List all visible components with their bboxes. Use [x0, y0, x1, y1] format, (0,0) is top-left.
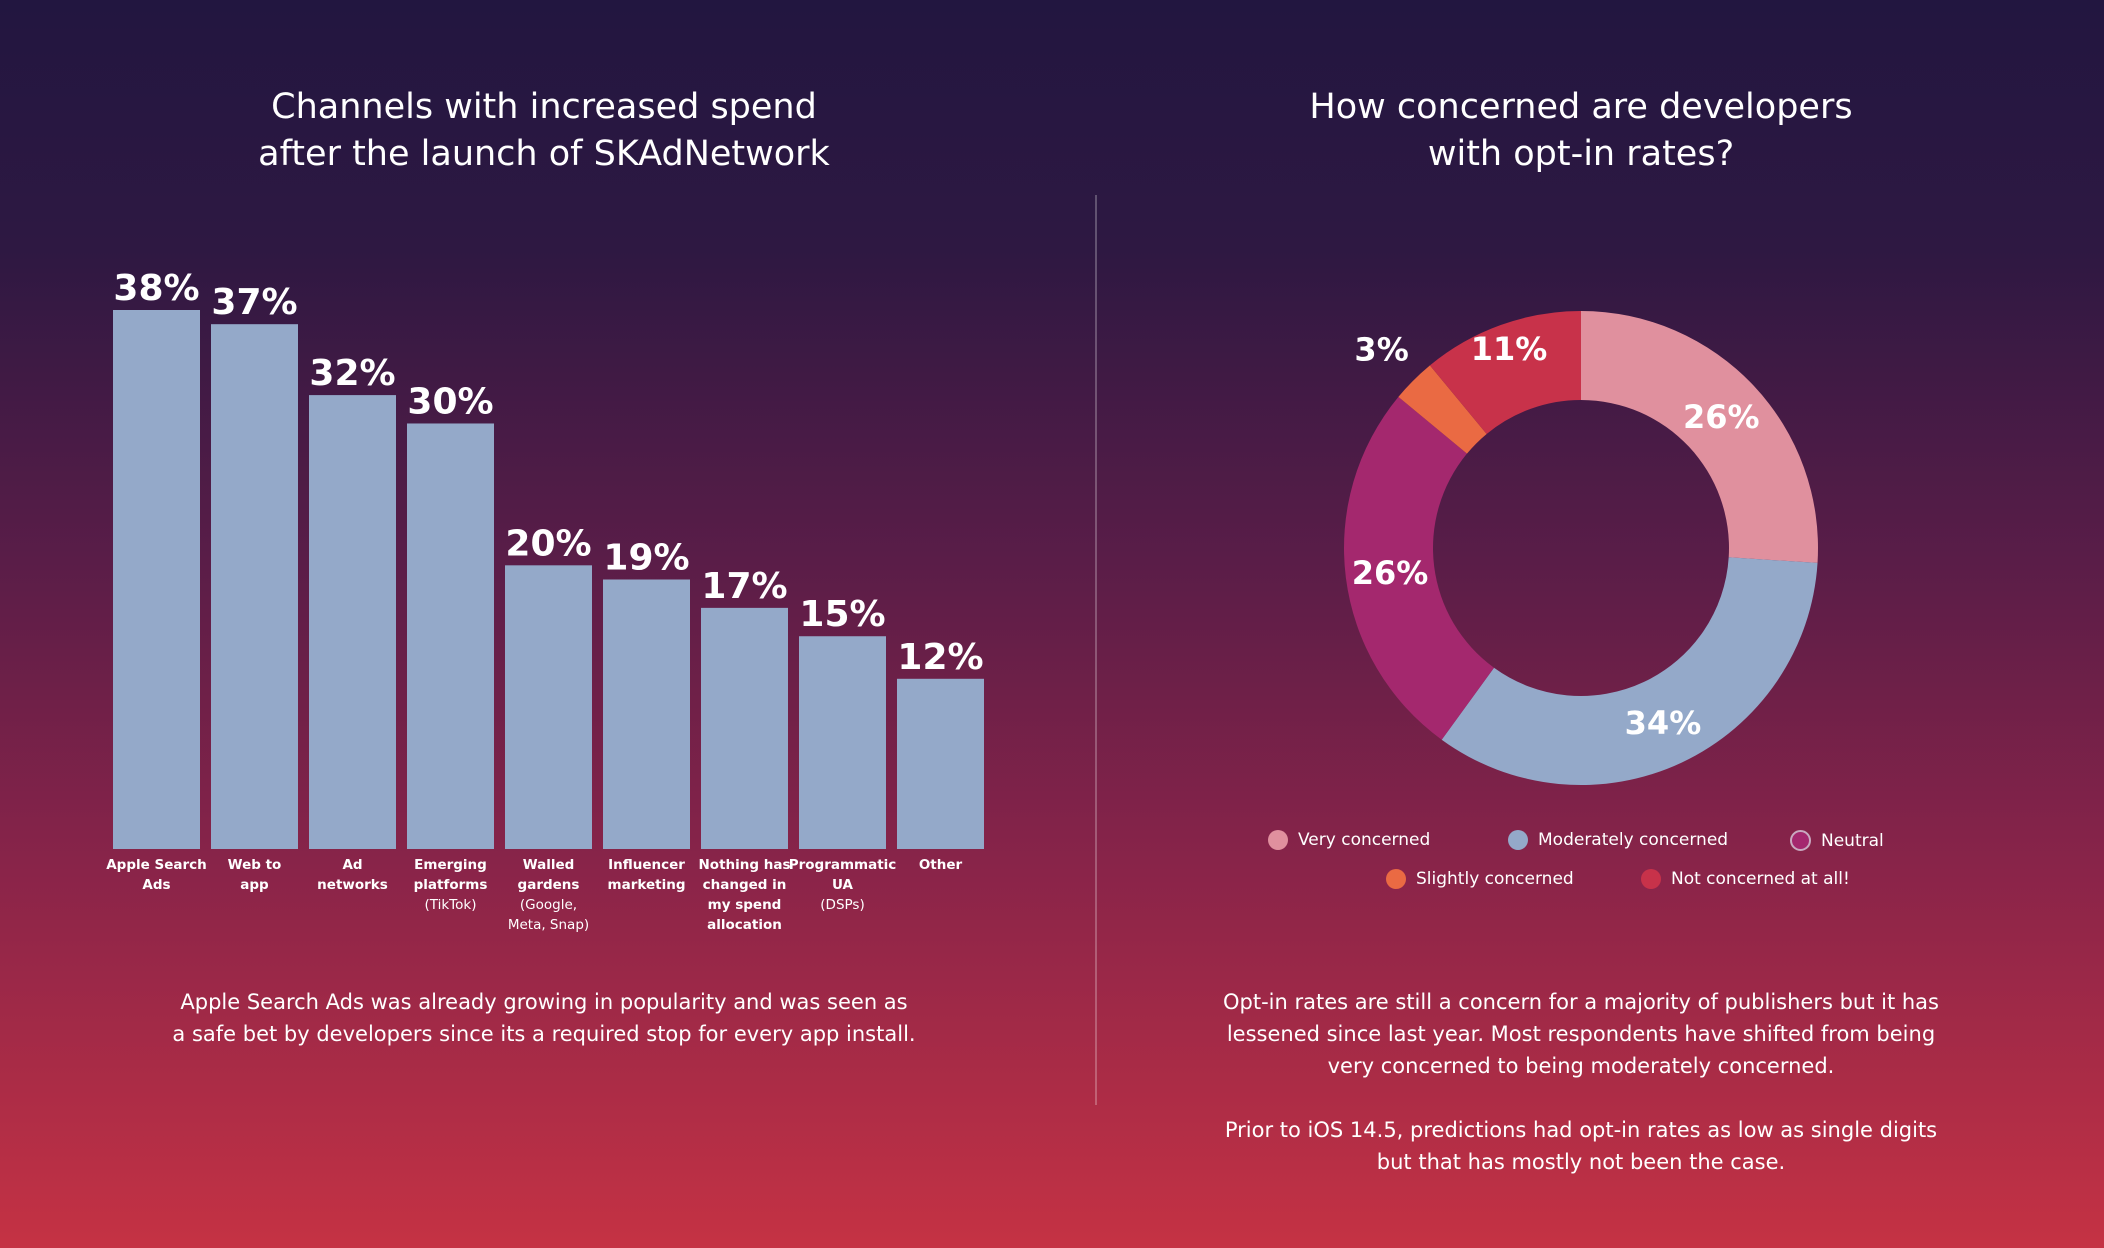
bar-category-label: marketing — [608, 877, 686, 893]
donut-slice — [1398, 365, 1487, 454]
bar-value-label: 32% — [309, 353, 395, 394]
bar-category-label: changed in — [703, 877, 787, 893]
divider — [1095, 195, 1097, 1105]
bar-category-label: Ad — [342, 857, 362, 873]
bar-category-label: Influencer — [608, 857, 685, 873]
caption-line: Prior to iOS 14.5, predictions had opt-i… — [1224, 1118, 1938, 1142]
bar — [701, 607, 788, 849]
caption-line: a safe bet by developers since its a req… — [172, 1022, 916, 1046]
left-caption: Apple Search Ads was already growing in … — [94, 986, 994, 1050]
legend-item: Moderately concerned — [1508, 830, 1728, 850]
donut-slice-label: 34% — [1625, 704, 1702, 742]
bar-category-label: gardens — [518, 877, 580, 893]
bar-category-label: allocation — [707, 917, 782, 933]
legend-swatch-icon — [1508, 830, 1528, 850]
right-caption: Opt-in rates are still a concern for a m… — [1131, 986, 2031, 1178]
caption-line: Opt-in rates are still a concern for a m… — [1222, 990, 1939, 1014]
donut-slice-label: 3% — [1354, 331, 1408, 369]
bar-category-sublabel: (TikTok) — [425, 897, 477, 913]
donut-slice-label: 26% — [1683, 398, 1760, 436]
bar-category-label: Apple Search — [106, 857, 207, 873]
bar-title-line: after the launch of SKAdNetwork — [258, 134, 830, 174]
bar-category-sublabel: (DSPs) — [820, 897, 864, 913]
legend-swatch-icon — [1641, 869, 1661, 889]
donut-title-line: How concerned are developers — [1309, 87, 1853, 127]
bar-category-label: UA — [832, 877, 854, 893]
legend-label: Neutral — [1821, 830, 1884, 851]
bar-value-label: 12% — [897, 637, 983, 678]
donut-slice — [1344, 396, 1495, 740]
bar-category-label: platforms — [414, 877, 488, 893]
bar — [309, 395, 396, 849]
caption-line: Apple Search Ads was already growing in … — [180, 990, 908, 1014]
bar — [211, 324, 298, 849]
legend-label: Very concerned — [1298, 830, 1431, 850]
donut-chart-title: How concerned are developers with opt-in… — [1131, 84, 2031, 178]
caption-line: lessened since last year. Most responden… — [1226, 1022, 1936, 1046]
caption-line: very concerned to being moderately conce… — [1327, 1054, 1835, 1078]
bar — [407, 423, 494, 849]
bar-value-label: 15% — [799, 594, 885, 635]
donut-slice — [1429, 311, 1581, 434]
legend-swatch-icon — [1386, 869, 1406, 889]
bar-category-label: Nothing has — [699, 857, 791, 873]
bar-category-label: Web to — [228, 857, 282, 873]
legend-item: Neutral — [1790, 830, 1884, 851]
legend-swatch-icon — [1268, 830, 1288, 850]
legend-label: Slightly concerned — [1416, 869, 1574, 889]
bar — [603, 579, 690, 849]
bar-category-sublabel: Meta, Snap) — [508, 917, 589, 933]
bar-category-label: Programmatic — [789, 857, 897, 873]
bar — [897, 678, 984, 849]
bar-category-label: Other — [919, 857, 963, 873]
donut-slice-label: 26% — [1352, 554, 1429, 592]
legend-label: Moderately concerned — [1538, 830, 1729, 850]
bar — [505, 565, 592, 849]
legend-item: Slightly concerned — [1386, 869, 1574, 889]
legend-item: Very concerned — [1268, 830, 1430, 850]
bar — [799, 636, 886, 849]
bar-value-label: 17% — [701, 566, 787, 607]
bar-value-label: 20% — [505, 523, 591, 564]
donut-slice — [1581, 311, 1819, 563]
caption-line: but that has mostly not been the case. — [1376, 1150, 1786, 1174]
bar-title-line: Channels with increased spend — [271, 87, 817, 127]
bar — [113, 310, 200, 849]
bar-chart-title: Channels with increased spend after the … — [94, 84, 994, 178]
bar-category-label: my spend — [708, 897, 782, 913]
donut-slice — [1441, 557, 1818, 785]
bar-value-label: 37% — [211, 282, 297, 323]
bar-category-sublabel: (Google, — [520, 897, 577, 913]
donut-title-line: with opt-in rates? — [1427, 134, 1735, 174]
bar-category-label: Emerging — [414, 857, 487, 873]
bar-category-label: Walled — [523, 857, 575, 873]
bar-category-label: Ads — [142, 877, 170, 893]
legend-item: Not concerned at all! — [1641, 869, 1850, 889]
donut-slice-label: 11% — [1471, 330, 1548, 368]
legend-swatch-icon — [1790, 830, 1811, 851]
bar-value-label: 19% — [603, 538, 689, 579]
legend-label: Not concerned at all! — [1671, 869, 1850, 889]
bar-category-label: app — [240, 877, 269, 893]
bar-value-label: 30% — [407, 381, 493, 422]
bar-value-label: 38% — [113, 268, 199, 309]
bar-category-label: networks — [317, 877, 388, 893]
